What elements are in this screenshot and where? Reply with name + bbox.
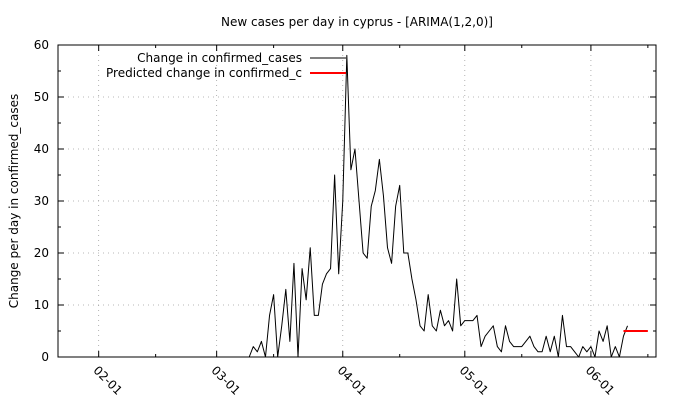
grid [58, 45, 656, 357]
legend-label-1: Predicted change in confirmed_c [106, 66, 302, 80]
series-group [248, 54, 648, 358]
chart-title: New cases per day in cyprus - [ARIMA(1,2… [221, 15, 493, 29]
series-line-0 [248, 54, 628, 358]
legend-label-0: Change in confirmed_cases [137, 51, 302, 65]
x-tick-label: 03-01 [209, 363, 244, 398]
plot-frame [57, 44, 657, 358]
y-axis-label: Change per day in confirmed_cases [7, 94, 21, 309]
x-tick-label: 04-01 [335, 363, 370, 398]
x-tick-label: 06-01 [583, 363, 618, 398]
y-tick-label: 0 [41, 350, 49, 364]
x-tick-label: 02-01 [91, 363, 126, 398]
y-tick-label: 20 [34, 246, 49, 260]
y-tick-label: 10 [34, 298, 49, 312]
y-tick-label: 50 [34, 90, 49, 104]
axes: 0 10 20 30 40 50 60 02-01 03-01 04-01 05-01 06-01 [34, 38, 656, 398]
y-tick-label: 60 [34, 38, 49, 52]
y-tick-label: 30 [34, 194, 49, 208]
x-tick-label: 05-01 [457, 363, 492, 398]
y-tick-label: 40 [34, 142, 49, 156]
